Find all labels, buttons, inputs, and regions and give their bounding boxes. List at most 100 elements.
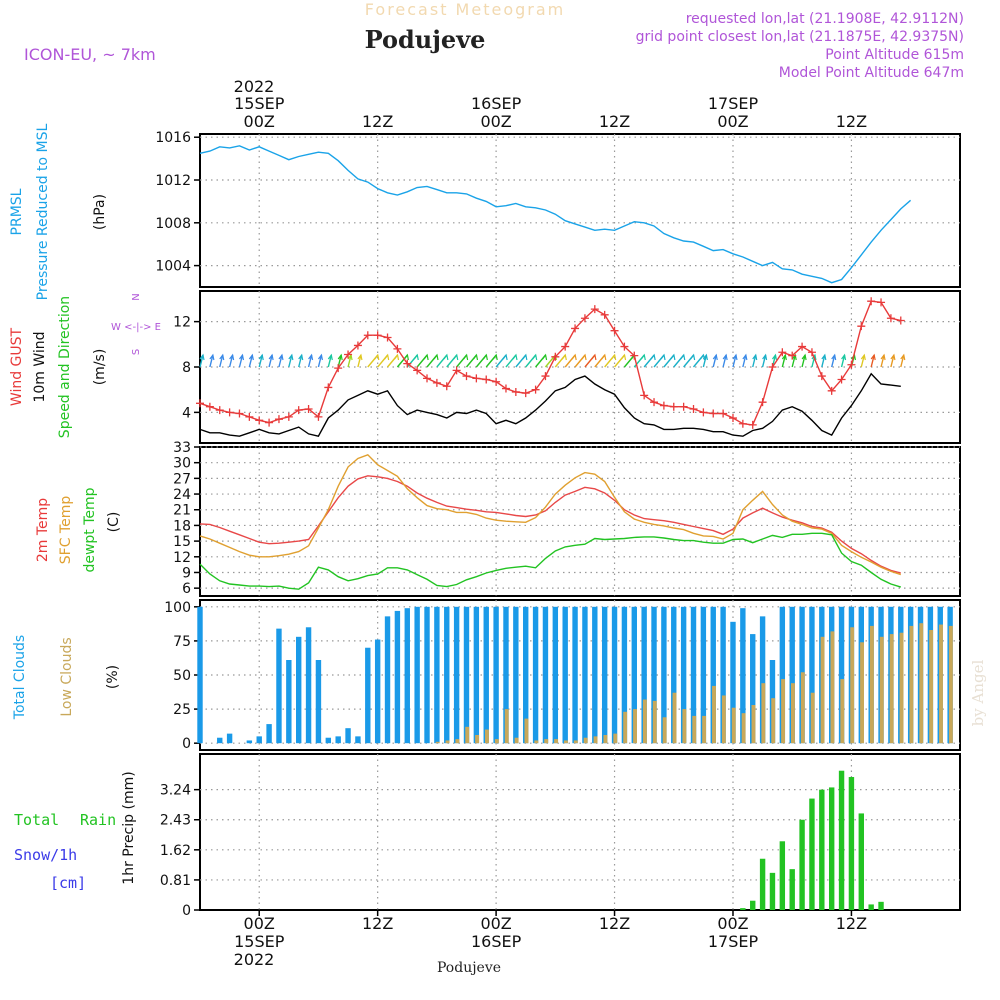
gust-point (363, 331, 372, 340)
total-cloud-bar (523, 606, 529, 744)
total-cloud-bar (572, 606, 578, 744)
plot-panels: 1004100810121016481269121518212427303302… (155, 130, 961, 919)
low-cloud-bar (889, 634, 894, 744)
gust-point (245, 412, 254, 421)
y-tick-label: 0.81 (160, 873, 191, 889)
wind-arrow (347, 354, 352, 368)
bottom-axis-year: 2022 (234, 950, 275, 969)
wind-arrow (840, 354, 846, 368)
gust-point (403, 359, 412, 368)
total-cloud-bar (355, 736, 361, 744)
wind-arrowhead (403, 353, 409, 361)
wind-arrowhead (841, 353, 847, 361)
wind-arrowhead (327, 353, 333, 361)
total-cloud-bar (838, 606, 845, 744)
gust-point (857, 322, 866, 331)
wind-arrowhead (571, 353, 577, 361)
wind-arrowhead (268, 353, 274, 361)
low-cloud-bar (860, 642, 864, 744)
pressure-label-2: Pressure Reduced to MSL (35, 123, 51, 300)
low-cloud-bar (485, 729, 489, 744)
low-cloud-bar (879, 636, 884, 744)
gust-point (886, 314, 895, 323)
wind-arrow (821, 354, 826, 368)
wind-arrowhead (870, 353, 876, 361)
precip-unit: 1hr Precip (mm) (121, 771, 137, 884)
rain-bar (858, 813, 864, 910)
cloud-label-2: Low Clouds (59, 637, 75, 716)
low-cloud-bar (682, 709, 687, 744)
wind-arrow (307, 354, 313, 368)
low-cloud-bar (623, 711, 628, 744)
wind-arrow (357, 354, 362, 368)
top-axis-hour: 12Z (599, 112, 630, 131)
low-cloud-bar (929, 630, 934, 744)
wind-arrowhead (670, 353, 676, 361)
wind-arrowhead (860, 353, 866, 361)
gust-point (590, 305, 599, 314)
wind-arrowhead (771, 353, 778, 361)
gust-point (659, 401, 668, 410)
low-cloud-bar (869, 625, 874, 744)
wind-arrowhead (258, 353, 264, 361)
wind-arrowhead (199, 353, 205, 361)
total-cloud-bar (740, 608, 746, 744)
gust-point (265, 418, 274, 427)
wind-arrow (327, 354, 332, 368)
wind-arrowhead (712, 353, 718, 361)
y-tick-label: 25 (173, 702, 191, 718)
wind-arrowhead (911, 355, 915, 360)
gust-point (205, 402, 214, 411)
rain-bar (819, 789, 825, 910)
gust-point (511, 387, 520, 396)
total-cloud-bar (532, 606, 539, 744)
panel-1: 4 8 12 (173, 290, 961, 444)
low-cloud-bar (692, 715, 697, 744)
wind-arrowhead (317, 353, 324, 361)
wind-arrowhead (298, 353, 304, 361)
gust-point (600, 310, 609, 319)
panel-3: 0 25 50 75 100 (164, 599, 961, 752)
wind-arrowhead (384, 353, 390, 361)
low-cloud-bar (524, 718, 529, 744)
y-tick-label: 9 (182, 565, 191, 581)
pressure-panel-labels: PRMSL Pressure Reduced to MSL (hPa) (9, 123, 108, 300)
temp-label-2: SFC Temp (58, 496, 74, 565)
low-cloud-bar (573, 740, 578, 744)
wind-arrow (921, 355, 924, 367)
total-cloud-bar (671, 606, 677, 744)
gust-markers (196, 297, 905, 429)
gust-point (462, 372, 471, 381)
precip-snow-label: Snow/1h (14, 846, 77, 864)
low-cloud-bar (919, 623, 924, 744)
wind-arrowhead (950, 355, 954, 360)
total-cloud-bar (720, 606, 726, 744)
total-cloud-bar (217, 737, 223, 744)
total-cloud-bar (345, 728, 351, 744)
wind-label-1: Wind GUST (9, 327, 25, 406)
gust-point (334, 364, 343, 373)
gust-point (373, 331, 382, 340)
bottom-axis-date: 15SEP (234, 932, 285, 951)
wind-arrow (702, 354, 708, 368)
wind-arrow (781, 354, 787, 368)
wind-arrowhead (591, 353, 597, 361)
bottom-axis-hour: 12Z (362, 914, 393, 933)
gust-point (768, 363, 777, 371)
total-cloud-bar (473, 606, 480, 744)
product-title: Forecast Meteogram (365, 0, 565, 19)
total-cloud-bar (276, 628, 282, 744)
low-cloud-bar (672, 692, 677, 744)
wind-arrow (940, 355, 943, 367)
gust-point (432, 378, 441, 387)
wind-arrowhead (821, 353, 827, 361)
gust-point (383, 333, 392, 342)
low-cloud-bar (504, 709, 509, 744)
gust-point (215, 406, 224, 415)
gust-point (413, 366, 422, 375)
low-cloud-bar (731, 707, 736, 744)
low-cloud-bar (475, 735, 480, 744)
total-cloud-bar (315, 660, 322, 744)
wind-arrowhead (890, 353, 896, 361)
